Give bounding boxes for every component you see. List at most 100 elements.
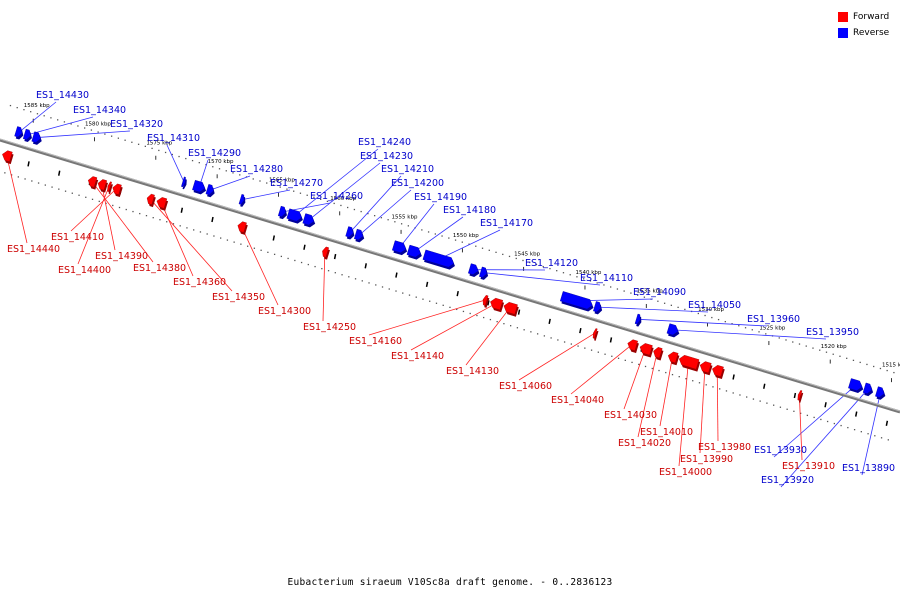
forward-gene-label[interactable]: ES1_14300 bbox=[258, 306, 311, 317]
forward-gene-label[interactable]: ES1_13980 bbox=[698, 442, 751, 453]
reverse-gene-arrow[interactable] bbox=[666, 323, 679, 336]
reverse-gene-arrow[interactable] bbox=[862, 382, 873, 394]
forward-gene-label[interactable]: ES1_14250 bbox=[303, 322, 356, 333]
forward-gene-label[interactable]: ES1_14390 bbox=[95, 251, 148, 262]
ruler-dot bbox=[164, 151, 167, 154]
reverse-gene-label[interactable]: ES1_14190 bbox=[414, 192, 467, 203]
reverse-gene-arrow[interactable] bbox=[468, 263, 479, 275]
reverse-gene-label[interactable]: ES1_14320 bbox=[110, 119, 163, 130]
reverse-gene-label[interactable]: ES1_13890 bbox=[842, 463, 895, 474]
forward-gene-arrow[interactable] bbox=[107, 181, 112, 192]
forward-gene-label[interactable]: ES1_14400 bbox=[58, 265, 111, 276]
forward-gene-arrow[interactable] bbox=[667, 351, 679, 364]
reverse-gene-arrow[interactable] bbox=[559, 291, 593, 310]
reverse-gene-arrow[interactable] bbox=[391, 240, 407, 253]
reverse-gene-arrow[interactable] bbox=[286, 208, 302, 222]
forward-gene-label[interactable]: ES1_14360 bbox=[173, 277, 226, 288]
gene-callout-line bbox=[699, 366, 706, 454]
forward-gene-label[interactable]: ES1_14130 bbox=[446, 366, 499, 377]
reverse-gene-arrow[interactable] bbox=[14, 126, 23, 138]
forward-gene-arrow[interactable] bbox=[627, 339, 638, 351]
forward-gene-arrow[interactable] bbox=[87, 176, 98, 188]
forward-gene-arrow[interactable] bbox=[490, 297, 504, 311]
reverse-gene-label[interactable]: ES1_14230 bbox=[360, 151, 413, 162]
forward-gene-label[interactable]: ES1_14020 bbox=[618, 438, 671, 449]
reverse-gene-label[interactable]: ES1_13920 bbox=[761, 475, 814, 486]
reverse-gene-label[interactable]: ES1_14310 bbox=[147, 133, 200, 144]
reverse-gene-label[interactable]: ES1_14170 bbox=[480, 218, 533, 229]
forward-gene-label[interactable]: ES1_14040 bbox=[551, 395, 604, 406]
forward-gene-label[interactable]: ES1_14060 bbox=[499, 381, 552, 392]
forward-gene-label[interactable]: ES1_14160 bbox=[349, 336, 402, 347]
reverse-gene-label[interactable]: ES1_14180 bbox=[443, 205, 496, 216]
ruler-dot bbox=[665, 371, 667, 374]
reverse-gene-arrow[interactable] bbox=[875, 386, 885, 398]
reverse-gene-label[interactable]: ES1_14210 bbox=[381, 164, 434, 175]
forward-gene-label[interactable]: ES1_14140 bbox=[391, 351, 444, 362]
forward-gene-arrow[interactable] bbox=[146, 193, 155, 205]
reverse-gene-label[interactable]: ES1_14110 bbox=[580, 273, 633, 284]
reverse-gene-label[interactable]: ES1_13960 bbox=[747, 314, 800, 325]
reverse-gene-arrow[interactable] bbox=[205, 184, 214, 196]
reverse-gene-arrow[interactable] bbox=[848, 378, 863, 391]
forward-gene-label[interactable]: ES1_14350 bbox=[212, 292, 265, 303]
forward-gene-arrow[interactable] bbox=[653, 347, 663, 359]
forward-gene-arrow[interactable] bbox=[678, 355, 700, 370]
ruler-dot bbox=[212, 166, 214, 168]
ruler-dot bbox=[853, 429, 856, 431]
forward-gene-label[interactable]: ES1_13910 bbox=[782, 461, 835, 472]
forward-gene-arrow[interactable] bbox=[699, 361, 712, 374]
reverse-gene-label[interactable]: ES1_14340 bbox=[73, 105, 126, 116]
reverse-gene-label[interactable]: ES1_14270 bbox=[270, 178, 323, 189]
reverse-gene-arrow[interactable] bbox=[277, 205, 286, 217]
forward-gene-arrow[interactable] bbox=[156, 197, 168, 209]
reverse-gene-arrow[interactable] bbox=[22, 128, 31, 140]
reverse-gene-arrow[interactable] bbox=[593, 301, 602, 313]
forward-gene-arrow[interactable] bbox=[712, 365, 724, 377]
reverse-gene-arrow[interactable] bbox=[302, 213, 315, 226]
reverse-gene-arrow[interactable] bbox=[406, 244, 421, 258]
ruler-dot bbox=[267, 251, 269, 253]
forward-gene-label[interactable]: ES1_14380 bbox=[133, 263, 186, 274]
ruler-dot bbox=[422, 298, 424, 300]
forward-gene-arrow[interactable] bbox=[482, 295, 489, 306]
reverse-gene-arrow[interactable] bbox=[634, 313, 641, 325]
reverse-gene-arrow[interactable] bbox=[192, 179, 206, 193]
reverse-gene-arrow[interactable] bbox=[238, 194, 245, 205]
reverse-gene-label[interactable]: ES1_14200 bbox=[391, 178, 444, 189]
forward-gene-arrow[interactable] bbox=[797, 390, 803, 401]
reverse-gene-arrow[interactable] bbox=[353, 228, 364, 241]
reverse-gene-label[interactable]: ES1_14240 bbox=[358, 137, 411, 148]
reverse-gene-arrow[interactable] bbox=[479, 266, 488, 278]
reverse-gene-label[interactable]: ES1_14280 bbox=[230, 164, 283, 175]
forward-gene-label[interactable]: ES1_13990 bbox=[680, 454, 733, 465]
forward-gene-arrow[interactable] bbox=[112, 183, 122, 195]
reverse-gene-label[interactable]: ES1_14260 bbox=[310, 191, 363, 202]
reverse-gene-arrow[interactable] bbox=[31, 131, 41, 143]
reverse-gene-arrow[interactable] bbox=[181, 176, 186, 188]
forward-gene-label[interactable]: ES1_14010 bbox=[640, 427, 693, 438]
forward-gene-label[interactable]: ES1_14410 bbox=[51, 232, 104, 243]
forward-gene-arrow[interactable] bbox=[639, 343, 653, 356]
reverse-gene-label[interactable]: ES1_14090 bbox=[633, 287, 686, 298]
forward-gene-arrow[interactable] bbox=[322, 246, 329, 258]
forward-gene-arrow[interactable] bbox=[2, 150, 13, 162]
reverse-gene-label[interactable]: ES1_14430 bbox=[36, 90, 89, 101]
ruler-dot bbox=[442, 304, 444, 306]
forward-gene-arrow[interactable] bbox=[97, 179, 108, 191]
reverse-gene-arrow[interactable] bbox=[345, 226, 354, 238]
ruler-dot bbox=[381, 286, 384, 288]
reverse-gene-label[interactable]: ES1_13950 bbox=[806, 327, 859, 338]
reverse-gene-label[interactable]: ES1_14120 bbox=[525, 258, 578, 269]
forward-gene-label[interactable]: ES1_14440 bbox=[7, 244, 60, 255]
forward-gene-label[interactable]: ES1_14000 bbox=[659, 467, 712, 478]
reverse-gene-arrow[interactable] bbox=[422, 249, 455, 268]
forward-gene-arrow[interactable] bbox=[592, 328, 598, 339]
forward-gene-arrow[interactable] bbox=[503, 302, 518, 315]
reverse-gene-label[interactable]: ES1_14290 bbox=[188, 148, 241, 159]
forward-gene-label[interactable]: ES1_14030 bbox=[604, 410, 657, 421]
forward-gene-arrow[interactable] bbox=[237, 221, 247, 233]
reverse-gene-label[interactable]: ES1_14050 bbox=[688, 300, 741, 311]
reverse-gene-label[interactable]: ES1_13930 bbox=[754, 445, 807, 456]
